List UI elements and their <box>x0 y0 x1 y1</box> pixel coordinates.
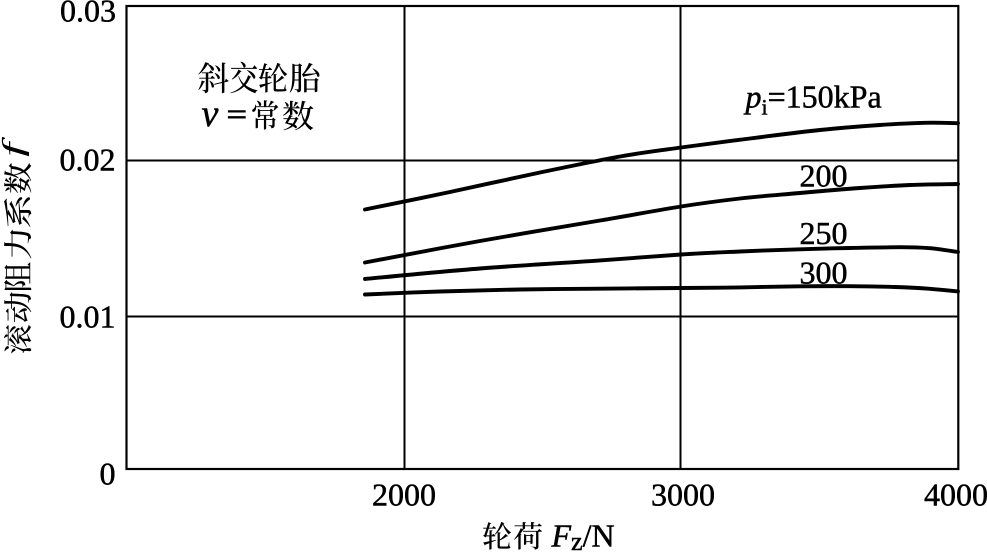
svg-text:2000: 2000 <box>372 476 436 512</box>
svg-text:250: 250 <box>800 215 848 251</box>
svg-text:pi=150kPa: pi=150kPa <box>744 78 882 119</box>
svg-text:0.03: 0.03 <box>60 0 116 29</box>
svg-text:200: 200 <box>800 158 848 194</box>
svg-text:0.02: 0.02 <box>60 142 116 178</box>
svg-text:Fz/N: Fz/N <box>551 518 615 552</box>
svg-text:3000: 3000 <box>651 476 715 512</box>
svg-text:300: 300 <box>800 254 848 290</box>
svg-text:v: v <box>202 93 219 135</box>
svg-text:0.01: 0.01 <box>60 298 116 334</box>
svg-text:4000: 4000 <box>924 477 987 513</box>
svg-text:0: 0 <box>100 456 116 492</box>
